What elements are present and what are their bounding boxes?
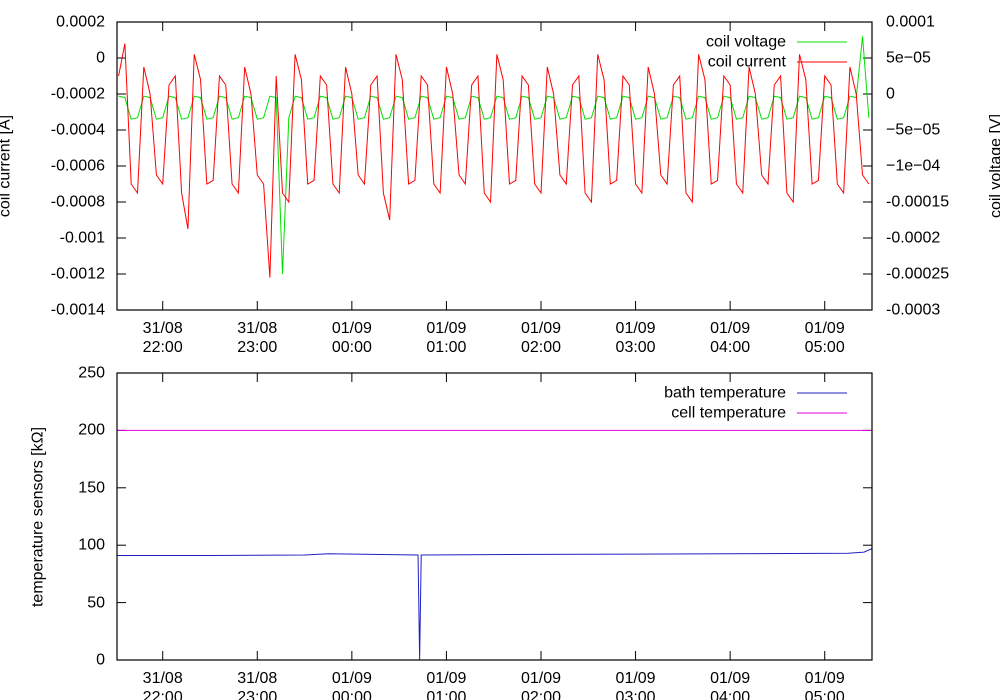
y-tick-label: -0.001 (59, 229, 105, 247)
y2-tick-label: -0.0003 (886, 301, 941, 319)
y2-tick-label: -0.00025 (886, 265, 950, 283)
y-tick-label: 100 (78, 536, 105, 554)
y-axis-label: temperature sensors [kΩ] (29, 426, 47, 607)
x-tick-label: 01/09 00:00 (331, 670, 372, 700)
y-tick-label: -0.0002 (50, 85, 105, 103)
y2-tick-label: -0.00015 (886, 193, 950, 211)
legend-label: coil current (707, 53, 786, 71)
legend-label: bath temperature (664, 384, 786, 402)
y2-tick-label: 0.0001 (886, 13, 935, 31)
y-tick-label: 250 (78, 364, 105, 382)
x-tick-label: 01/09 00:00 (331, 320, 372, 356)
plot-frame (116, 372, 873, 661)
y-tick-label: 0 (96, 651, 105, 669)
x-tick-label: 01/09 03:00 (615, 670, 656, 700)
y-tick-label: 50 (87, 594, 105, 612)
x-tick-label: 01/09 01:00 (426, 320, 467, 356)
legend-label: coil voltage (705, 33, 786, 51)
y2-tick-label: 0 (886, 85, 895, 103)
y-tick-label: 200 (78, 421, 105, 439)
y-tick-label: -0.0006 (50, 157, 105, 175)
y-tick-label: -0.0014 (50, 301, 105, 319)
x-tick-label: 01/09 05:00 (804, 320, 845, 356)
series-line (118, 36, 870, 275)
x-tick-label: 01/09 05:00 (804, 670, 845, 700)
y-tick-label: 0.0002 (56, 13, 105, 31)
x-tick-label: 01/09 02:00 (520, 670, 562, 700)
legend-label: cell temperature (671, 404, 786, 422)
y-axis-label: coil current [A] (0, 114, 14, 218)
x-tick-label: 31/08 22:00 (142, 670, 183, 700)
x-tick-label: 01/09 02:00 (520, 320, 562, 356)
y-tick-label: -0.0008 (50, 193, 105, 211)
x-tick-label: 01/09 03:00 (615, 320, 656, 356)
plot-frame (116, 21, 873, 311)
x-tick-label: 01/09 01:00 (426, 670, 467, 700)
x-tick-label: 31/08 23:00 (237, 670, 278, 700)
y-tick-label: 150 (78, 479, 105, 497)
y2-tick-label: −5e−05 (886, 121, 941, 139)
x-tick-label: 01/09 04:00 (710, 670, 751, 700)
y2-axis-label: coil voltage [V] (987, 113, 1000, 219)
x-tick-label: 31/08 23:00 (237, 320, 278, 356)
x-tick-label: 01/09 04:00 (710, 320, 751, 356)
series-line (117, 548, 872, 660)
y-tick-label: -0.0004 (50, 121, 105, 139)
series-line (118, 43, 870, 278)
y-tick-label: 0 (96, 49, 105, 67)
y2-tick-label: -0.0002 (886, 229, 941, 247)
y-tick-label: -0.0012 (50, 265, 105, 283)
y2-tick-label: 5e−05 (886, 49, 931, 67)
y2-tick-label: −1e−04 (886, 157, 941, 175)
x-tick-label: 31/08 22:00 (142, 320, 183, 356)
